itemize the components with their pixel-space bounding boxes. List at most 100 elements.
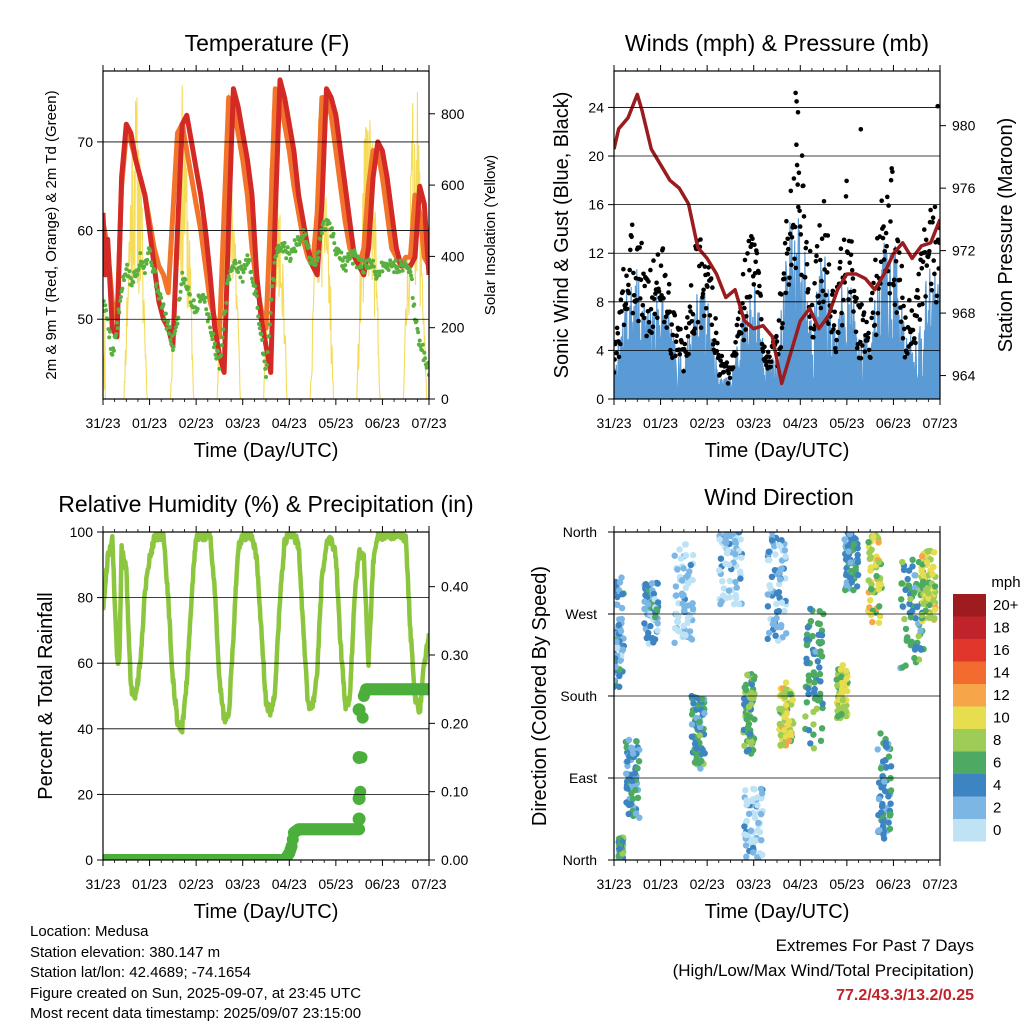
gust-point xyxy=(787,275,792,281)
legend-title: mph xyxy=(991,574,1020,591)
gust-point xyxy=(666,290,671,295)
dewpoint-point xyxy=(371,264,376,269)
direction-point xyxy=(696,723,704,731)
direction-point xyxy=(747,694,754,701)
pressure-line xyxy=(614,92,940,386)
direction-point xyxy=(854,551,861,559)
direction-point xyxy=(852,564,859,571)
gust-point xyxy=(817,223,822,228)
dewpoint-point xyxy=(303,232,308,237)
direction-point xyxy=(870,533,877,540)
dewpoint-point xyxy=(285,245,290,250)
dewpoint-point xyxy=(118,298,123,303)
gust-point xyxy=(674,333,679,339)
direction-point xyxy=(699,746,706,754)
x-tick-label: 07/23 xyxy=(411,415,446,431)
x-tick-label: 01/23 xyxy=(643,876,678,892)
gust-point xyxy=(899,263,905,269)
direction-point xyxy=(720,585,728,592)
direction-point xyxy=(811,685,818,693)
gust-point xyxy=(621,266,626,272)
direction-point xyxy=(911,572,918,579)
direction-point xyxy=(757,811,765,818)
x-tick-label: 06/23 xyxy=(365,876,400,892)
direction-point xyxy=(903,635,911,642)
gust-point xyxy=(832,309,837,315)
gust-point xyxy=(666,281,672,287)
dewpoint-point xyxy=(396,265,400,269)
dewpoint-point xyxy=(245,253,250,258)
gust-point xyxy=(883,230,889,236)
direction-point xyxy=(765,548,772,555)
dewpoint-point xyxy=(363,258,368,263)
x-tick-label: 05/23 xyxy=(318,876,353,892)
gust-point xyxy=(841,237,847,243)
dewpoint-point xyxy=(327,221,332,226)
x-tick-label: 02/23 xyxy=(690,415,725,431)
gust-point xyxy=(762,344,767,350)
direction-point xyxy=(867,564,875,571)
gust-point xyxy=(628,247,633,253)
gust-point xyxy=(831,323,837,328)
direction-point xyxy=(750,676,758,683)
gust-point xyxy=(807,248,813,254)
direction-point xyxy=(783,630,790,637)
gust-point xyxy=(664,325,669,330)
dewpoint-point xyxy=(410,296,415,300)
dewpoint-point xyxy=(372,269,377,274)
gust-point xyxy=(701,287,706,293)
direction-point xyxy=(904,575,911,583)
gust-point xyxy=(620,289,626,294)
dewpoint-point xyxy=(348,254,353,259)
x-tick-label: 31/23 xyxy=(596,876,631,892)
direction-point xyxy=(875,795,883,803)
gust-point xyxy=(795,110,801,115)
dewpoint-point xyxy=(371,258,376,263)
dewpoint-point xyxy=(108,329,112,334)
direction-point xyxy=(671,552,678,559)
gust-point xyxy=(873,257,878,263)
dewpoint-point xyxy=(202,299,207,304)
direction-point xyxy=(745,703,753,711)
direction-point xyxy=(880,831,887,838)
direction-point xyxy=(738,554,745,561)
gust-point xyxy=(884,243,889,249)
gust-point xyxy=(776,318,782,323)
plot-area xyxy=(103,532,429,860)
gust-point xyxy=(858,127,864,132)
direction-point xyxy=(741,823,748,830)
y2-tick-label: 0 xyxy=(441,391,449,407)
dewpoint-point xyxy=(287,251,292,256)
dewpoint-point xyxy=(227,277,232,282)
direction-point xyxy=(749,844,757,852)
direction-point xyxy=(931,549,938,556)
gust-point xyxy=(641,315,647,321)
station-info: Location: Medusa Station elevation: 380.… xyxy=(30,922,361,1025)
gust-point xyxy=(791,176,797,181)
dewpoint-point xyxy=(205,319,210,324)
gust-point xyxy=(831,327,836,332)
legend-label: 10 xyxy=(993,710,1010,727)
dewpoint-point xyxy=(187,292,192,297)
gust-point xyxy=(708,276,714,281)
direction-point xyxy=(696,718,703,726)
direction-point xyxy=(929,570,936,578)
gust-point xyxy=(646,279,651,284)
gust-point xyxy=(631,293,637,298)
gust-point xyxy=(782,276,787,282)
dewpoint-point xyxy=(212,341,217,346)
x-tick-label: 06/23 xyxy=(365,415,400,431)
direction-point xyxy=(764,591,771,598)
dewpoint-point xyxy=(270,284,275,289)
direction-point xyxy=(877,612,884,620)
y-tick-label: 70 xyxy=(77,134,93,150)
dewpoint-point xyxy=(221,327,226,332)
dewpoint-point xyxy=(340,258,345,263)
gust-point xyxy=(786,282,792,287)
dewpoint-point xyxy=(164,326,169,331)
legend-label: 6 xyxy=(993,755,1001,772)
x-tick-label: 06/23 xyxy=(876,415,911,431)
gust-point xyxy=(702,313,707,319)
gust-point xyxy=(930,215,936,220)
gust-point xyxy=(903,315,908,320)
